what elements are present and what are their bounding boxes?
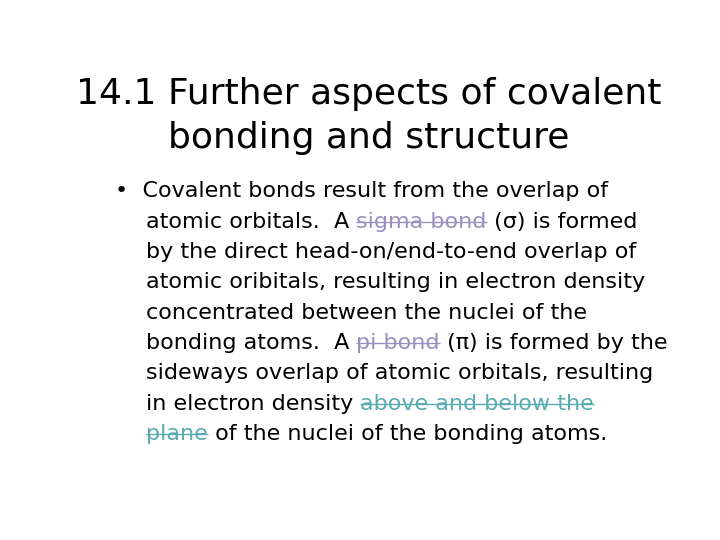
Text: (π) is formed by the: (π) is formed by the <box>440 333 667 353</box>
Text: plane: plane <box>145 424 207 444</box>
Text: bonding atoms.  A: bonding atoms. A <box>145 333 356 353</box>
Text: atomic oribitals, resulting in electron density: atomic oribitals, resulting in electron … <box>145 272 645 292</box>
Text: 14.1 Further aspects of covalent
bonding and structure: 14.1 Further aspects of covalent bonding… <box>76 77 662 155</box>
Text: of the nuclei of the bonding atoms.: of the nuclei of the bonding atoms. <box>207 424 607 444</box>
Text: (σ) is formed: (σ) is formed <box>487 212 637 232</box>
Text: pi bond: pi bond <box>356 333 440 353</box>
Text: sigma bond: sigma bond <box>356 212 487 232</box>
Text: •  Covalent bonds result from the overlap of: • Covalent bonds result from the overlap… <box>115 181 608 201</box>
Text: above and below the: above and below the <box>360 394 594 414</box>
Text: concentrated between the nuclei of the: concentrated between the nuclei of the <box>145 302 587 322</box>
Text: atomic orbitals.  A: atomic orbitals. A <box>145 212 356 232</box>
Text: in electron density: in electron density <box>145 394 360 414</box>
Text: by the direct head-on/end-to-end overlap of: by the direct head-on/end-to-end overlap… <box>145 242 636 262</box>
Text: sideways overlap of atomic orbitals, resulting: sideways overlap of atomic orbitals, res… <box>145 363 653 383</box>
